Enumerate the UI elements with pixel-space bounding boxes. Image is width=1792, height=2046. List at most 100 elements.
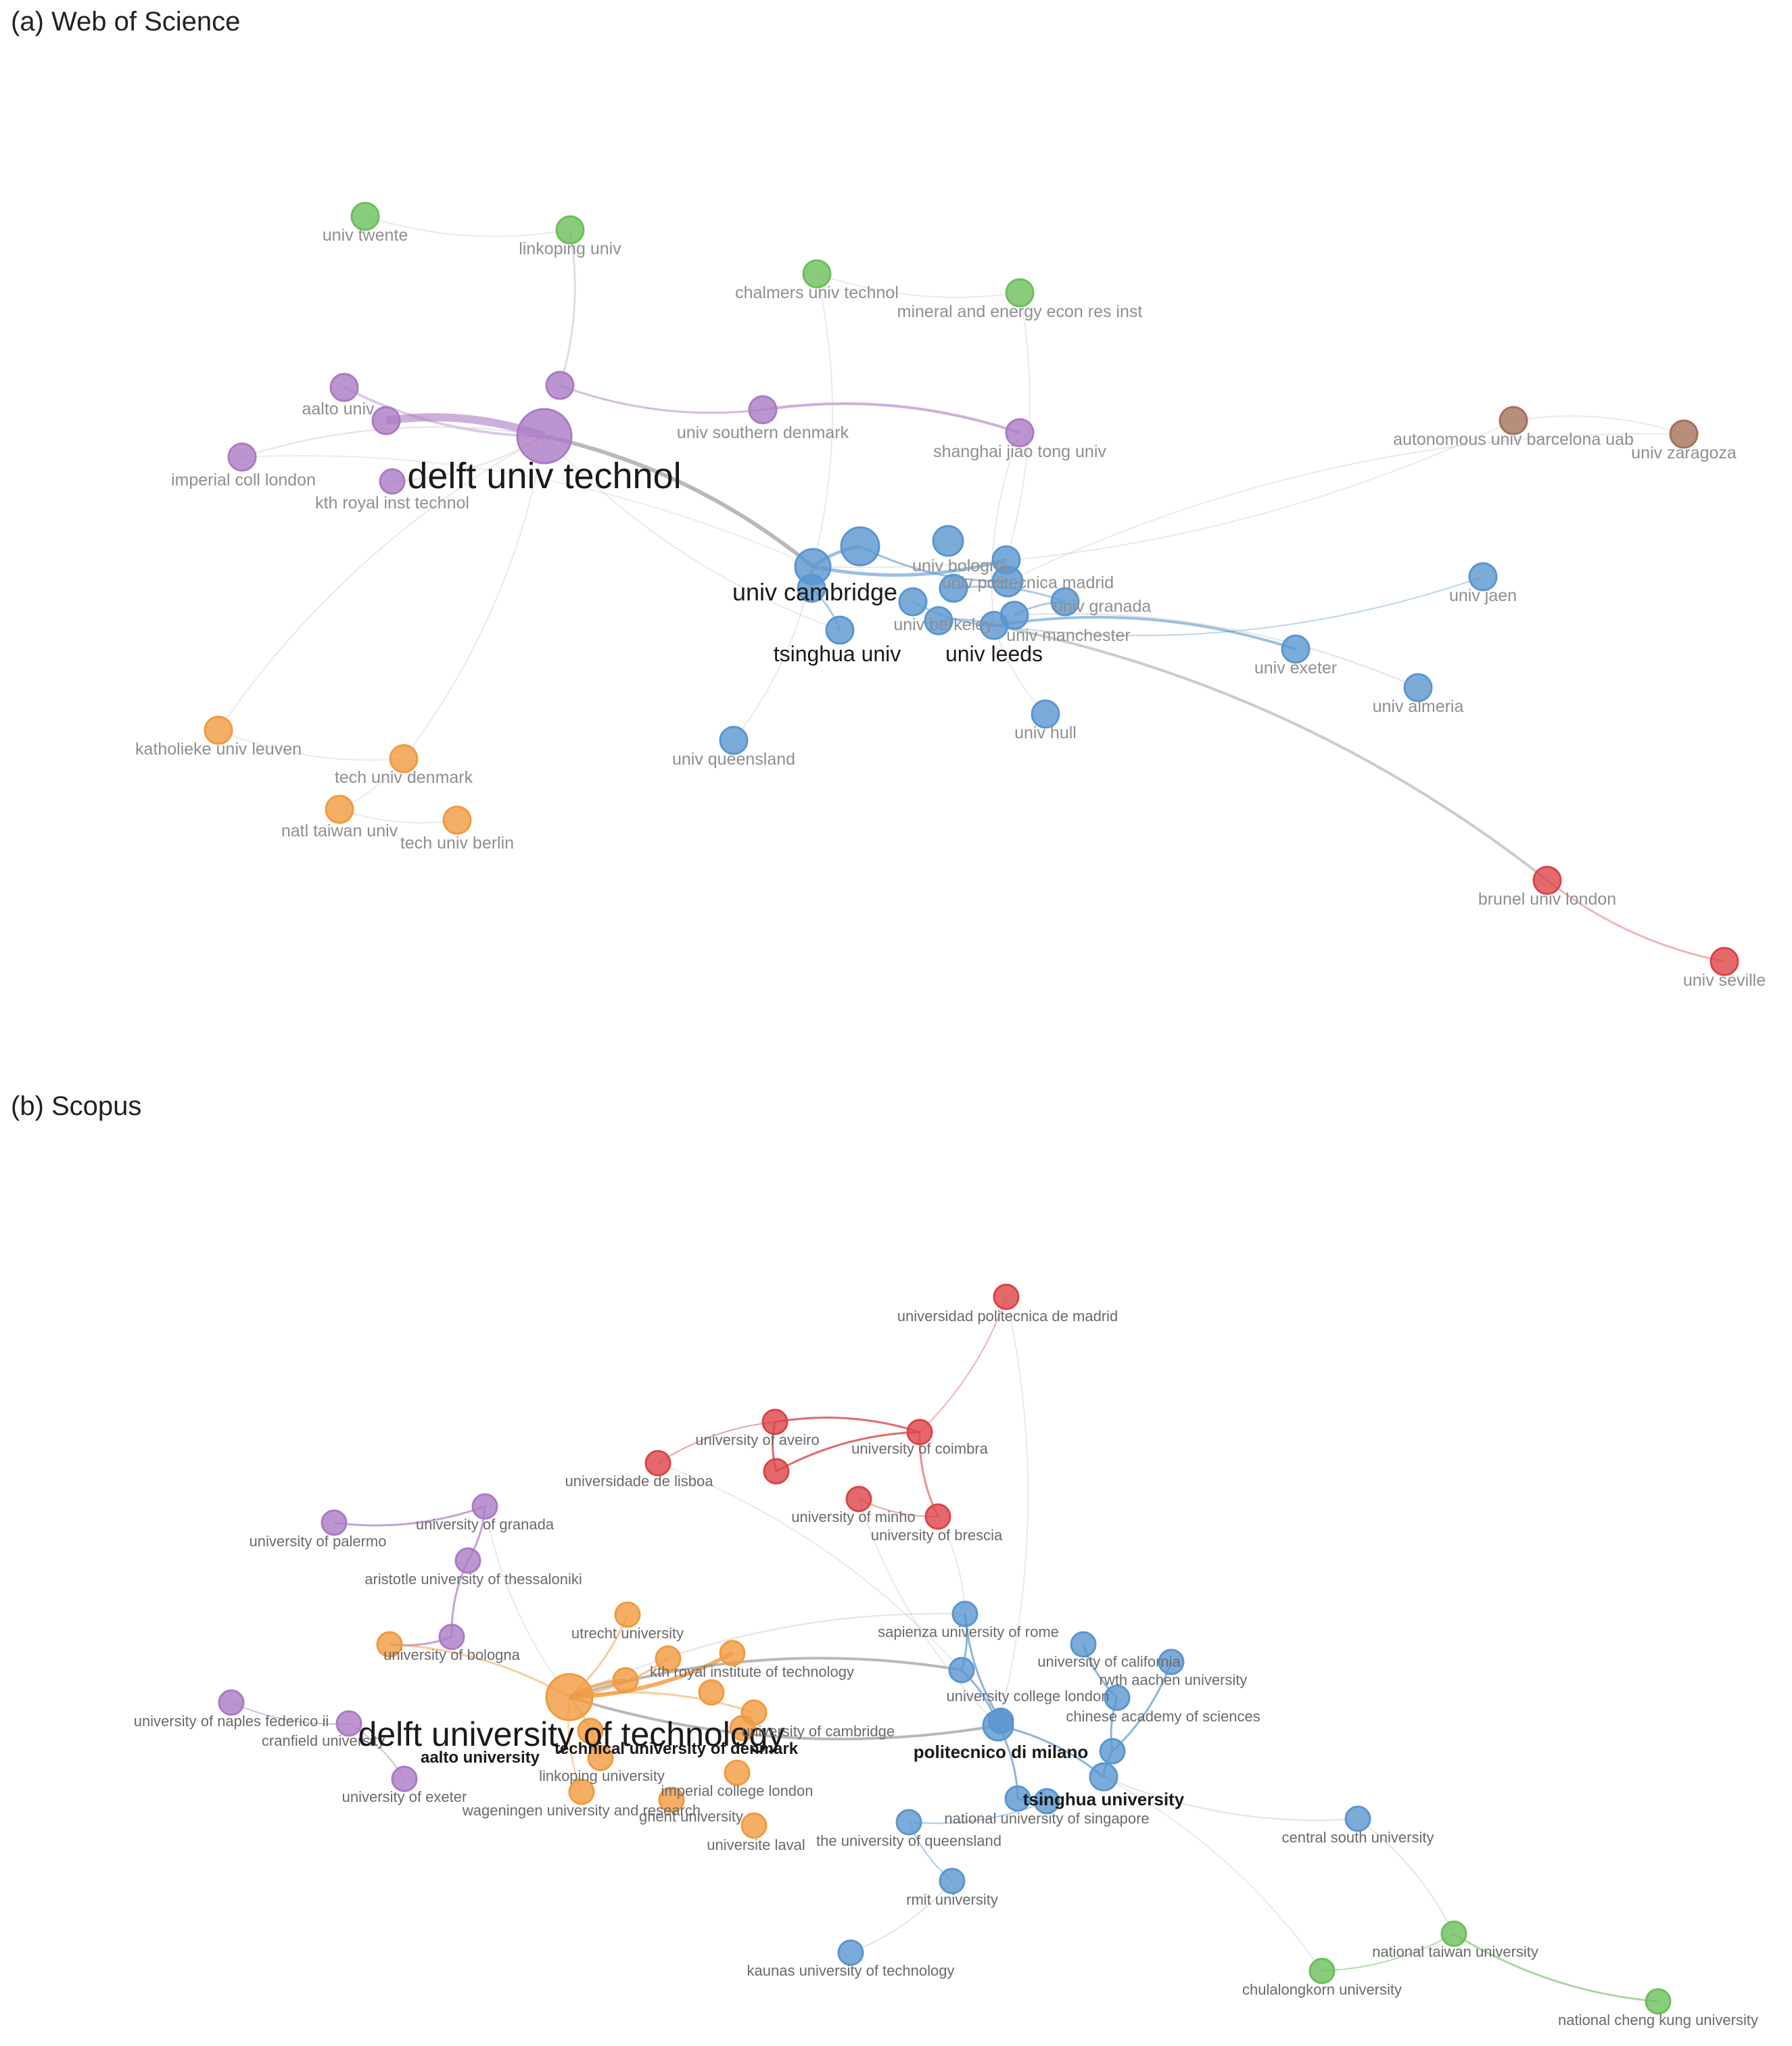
- node-jaen[interactable]: [1468, 562, 1498, 592]
- node-b5[interactable]: [797, 573, 826, 603]
- node-label-uq: the university of queensland: [816, 1832, 1001, 1849]
- node-wageningen[interactable]: [568, 1778, 595, 1805]
- node-label-ucl2: university college london: [947, 1688, 1110, 1705]
- node-b3[interactable]: [939, 573, 968, 603]
- node-label-manchester: univ manchester: [1006, 626, 1130, 645]
- node-coimbra[interactable]: [906, 1419, 933, 1446]
- node-p-top[interactable]: [545, 371, 575, 400]
- node-mineral[interactable]: [1005, 278, 1035, 308]
- node-kaunas[interactable]: [837, 1939, 864, 1966]
- node-brescia[interactable]: [924, 1503, 951, 1530]
- node-ghent[interactable]: [658, 1786, 685, 1813]
- node-o3[interactable]: [612, 1667, 639, 1694]
- node-aalto[interactable]: [577, 1717, 604, 1744]
- node-aveiro[interactable]: [761, 1408, 788, 1435]
- node-upm[interactable]: [993, 1283, 1020, 1310]
- node-aalto[interactable]: [329, 373, 359, 402]
- node-linkoping[interactable]: [555, 215, 585, 245]
- node-seville[interactable]: [1710, 947, 1739, 976]
- node-dtu[interactable]: [389, 744, 419, 774]
- node-granada[interactable]: [1050, 587, 1080, 617]
- node-tsinghua[interactable]: [825, 615, 855, 645]
- node-sapienza[interactable]: [951, 1600, 978, 1627]
- node-delft[interactable]: [516, 408, 573, 465]
- node-label-tsinghua: tsinghua university: [1023, 1789, 1185, 1809]
- node-b2[interactable]: [1004, 1785, 1031, 1812]
- node-almeria[interactable]: [1403, 673, 1433, 703]
- node-r4[interactable]: [763, 1458, 790, 1485]
- network-edge: [1453, 1932, 1659, 2003]
- node-utrecht[interactable]: [614, 1601, 641, 1628]
- node-b4[interactable]: [991, 545, 1021, 575]
- node-shanghai[interactable]: [1005, 418, 1035, 448]
- node-taiwan[interactable]: [325, 794, 354, 824]
- node-label-brunel: brunel univ london: [1478, 890, 1616, 909]
- node-b3[interactable]: [987, 1707, 1014, 1734]
- node-label-kaunas: kaunas university of technology: [747, 1962, 955, 1979]
- node-zaragoza[interactable]: [1669, 419, 1699, 449]
- node-uq[interactable]: [895, 1809, 922, 1836]
- node-b2[interactable]: [898, 587, 928, 617]
- node-uab[interactable]: [1499, 406, 1528, 435]
- node-naples[interactable]: [218, 1689, 245, 1716]
- node-p-small[interactable]: [371, 406, 401, 435]
- node-rwth[interactable]: [1158, 1648, 1185, 1675]
- node-berkeley[interactable]: [924, 606, 953, 636]
- node-b1[interactable]: [840, 526, 880, 567]
- node-chalmers[interactable]: [802, 259, 832, 289]
- node-palermo[interactable]: [321, 1509, 348, 1536]
- node-b1[interactable]: [1099, 1738, 1126, 1765]
- node-exeter[interactable]: [1281, 634, 1311, 664]
- node-kth[interactable]: [655, 1645, 682, 1672]
- node-twente[interactable]: [350, 201, 380, 231]
- node-label-ncku: national cheng kung university: [1558, 2012, 1758, 2028]
- node-lisboa[interactable]: [644, 1450, 671, 1477]
- node-ncku[interactable]: [1645, 1988, 1672, 2015]
- node-leeds[interactable]: [979, 611, 1009, 640]
- node-label-imperial: imperial coll london: [171, 471, 316, 490]
- node-label-berlin: tech univ berlin: [400, 834, 514, 853]
- node-southern-dk[interactable]: [748, 395, 778, 425]
- panel-b-title: (b) Scopus: [11, 1091, 142, 1121]
- node-hull[interactable]: [1031, 699, 1060, 729]
- node-chula[interactable]: [1308, 1957, 1336, 1984]
- node-label-queensland: univ queensland: [672, 750, 795, 769]
- node-label-dtu: technical university of denmark: [555, 1740, 799, 1758]
- node-brunel[interactable]: [1532, 865, 1562, 895]
- node-queensland[interactable]: [719, 725, 749, 755]
- node-nus[interactable]: [1033, 1788, 1060, 1815]
- node-o4[interactable]: [376, 1631, 403, 1658]
- node-cranfield[interactable]: [335, 1710, 362, 1737]
- node-label-sapienza: sapienza university of rome: [878, 1623, 1059, 1640]
- node-o2[interactable]: [698, 1679, 725, 1706]
- node-ucl[interactable]: [724, 1759, 751, 1786]
- node-laval[interactable]: [740, 1812, 768, 1839]
- node-kth[interactable]: [379, 468, 406, 495]
- node-ntu[interactable]: [1440, 1920, 1467, 1947]
- node-delft[interactable]: [545, 1673, 594, 1721]
- network-edge: [569, 1696, 999, 1740]
- node-label-nus: national university of singapore: [944, 1810, 1149, 1827]
- node-exeter[interactable]: [391, 1765, 418, 1792]
- node-minho[interactable]: [845, 1485, 872, 1513]
- node-cas[interactable]: [1104, 1684, 1131, 1711]
- node-leuven[interactable]: [204, 715, 233, 745]
- node-imperial[interactable]: [227, 442, 257, 472]
- node-rmit[interactable]: [939, 1867, 966, 1895]
- node-berlin[interactable]: [442, 805, 472, 835]
- node-label-mineral: mineral and energy econ res inst: [897, 302, 1143, 321]
- node-granada[interactable]: [471, 1493, 498, 1520]
- node-ucl2[interactable]: [948, 1657, 975, 1684]
- node-linkoping[interactable]: [587, 1744, 614, 1771]
- node-o1[interactable]: [719, 1640, 746, 1667]
- node-tsinghua[interactable]: [1089, 1762, 1118, 1792]
- node-bologna[interactable]: [932, 525, 964, 557]
- node-dtu[interactable]: [729, 1715, 756, 1742]
- node-label-bologna: univ bologna: [912, 556, 1008, 575]
- network-edge: [484, 1506, 570, 1698]
- node-bologna[interactable]: [438, 1623, 465, 1650]
- node-central-south[interactable]: [1344, 1805, 1371, 1832]
- network-edge: [403, 435, 545, 759]
- node-thessaloniki[interactable]: [454, 1547, 481, 1574]
- node-california[interactable]: [1070, 1631, 1097, 1658]
